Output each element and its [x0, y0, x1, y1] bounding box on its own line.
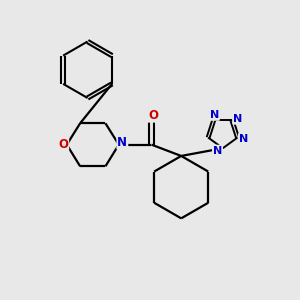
Text: N: N: [213, 146, 222, 156]
Text: N: N: [239, 134, 248, 144]
Text: N: N: [233, 114, 242, 124]
Text: O: O: [148, 109, 158, 122]
Text: N: N: [117, 136, 128, 149]
Text: O: O: [58, 138, 68, 151]
Text: N: N: [210, 110, 219, 120]
